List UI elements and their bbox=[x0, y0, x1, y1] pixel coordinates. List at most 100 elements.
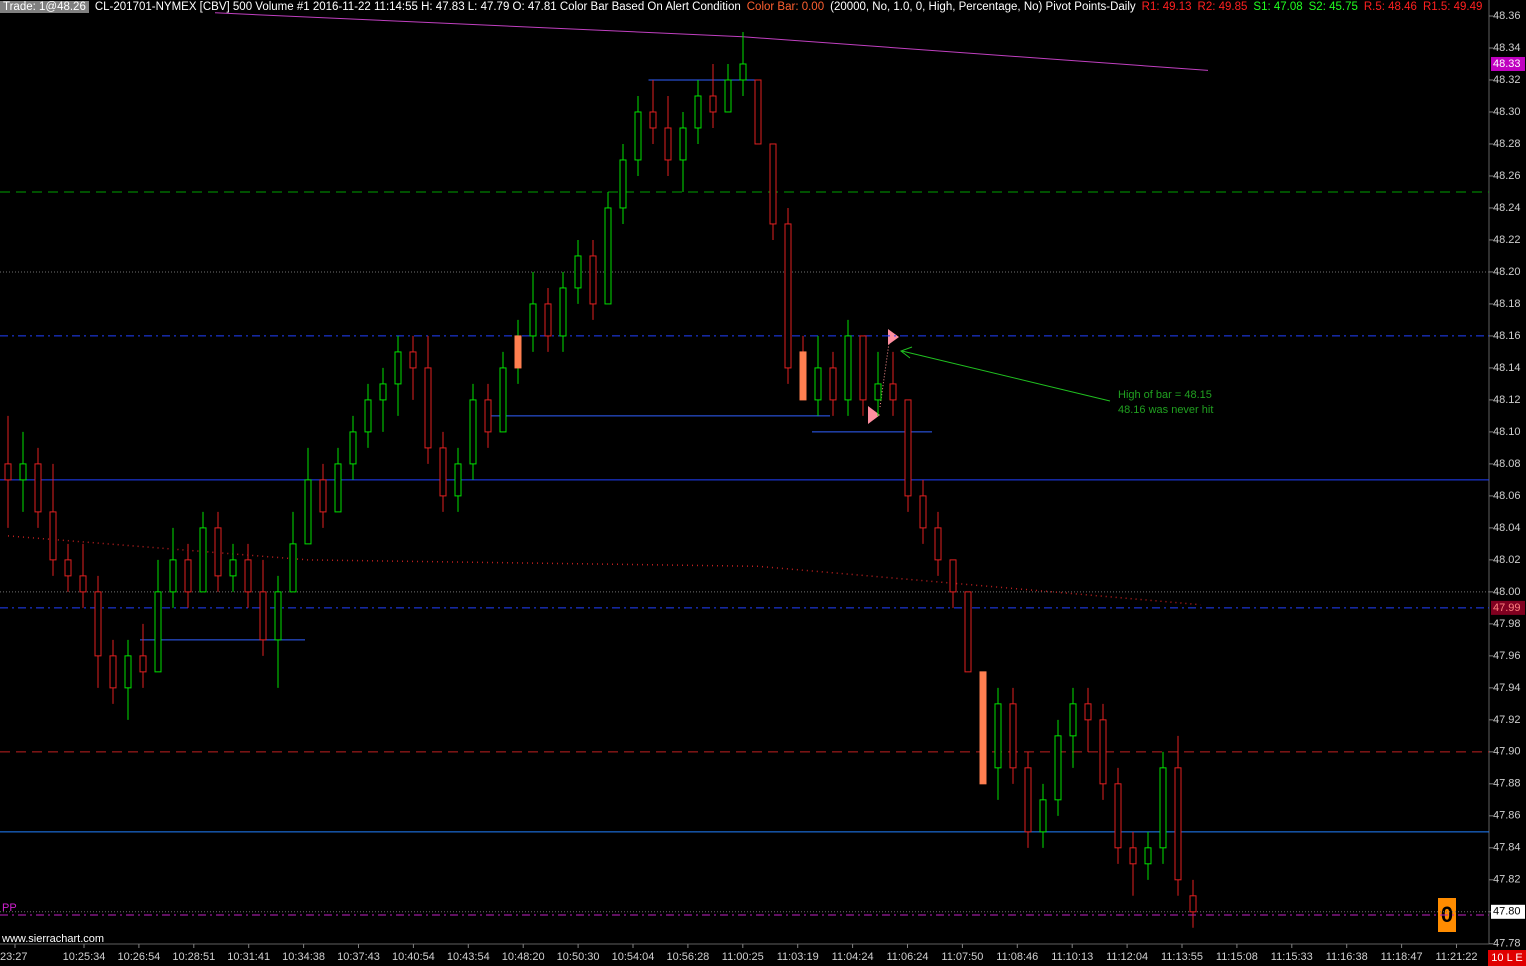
candle-body bbox=[229, 559, 237, 577]
candle-body bbox=[574, 255, 582, 289]
candle-body bbox=[79, 575, 87, 593]
x-tick-label: 10:34:38 bbox=[282, 951, 325, 963]
plot-area bbox=[0, 12, 1489, 928]
candle-body bbox=[514, 335, 522, 369]
candle-body bbox=[934, 527, 942, 561]
y-tick-label: 48.00 bbox=[1493, 586, 1521, 598]
y-tick-label: 47.94 bbox=[1493, 682, 1521, 694]
x-tick-label: 11:16:38 bbox=[1326, 951, 1368, 963]
header-item: S2: 45.75 bbox=[1308, 1, 1358, 13]
y-tick-label: 47.84 bbox=[1493, 842, 1521, 854]
x-tick-label: 11:15:08 bbox=[1216, 951, 1258, 963]
y-tick-label: 48.36 bbox=[1493, 10, 1521, 22]
header-item: Color Bar: 0.00 bbox=[746, 1, 825, 13]
candle-body bbox=[694, 95, 702, 129]
y-tick-label: 48.32 bbox=[1493, 74, 1521, 86]
candle-body bbox=[964, 591, 972, 673]
candle-body bbox=[469, 399, 477, 465]
candle-body bbox=[409, 351, 417, 369]
candle-body bbox=[64, 559, 72, 577]
y-tick-label: 48.22 bbox=[1493, 234, 1521, 246]
candle-body bbox=[274, 591, 282, 641]
candle-body bbox=[544, 303, 552, 337]
y-tick-label: 48.08 bbox=[1493, 458, 1521, 470]
candle-body bbox=[604, 207, 612, 305]
candle-body bbox=[634, 111, 642, 161]
x-tick-label: 11:08:46 bbox=[996, 951, 1038, 963]
candle-body bbox=[679, 127, 687, 161]
x-tick-label: 10:40:54 bbox=[392, 951, 435, 963]
header-item: CL-201701-NYMEX [CBV] 500 Volume #1 2016… bbox=[94, 1, 741, 13]
price-marker bbox=[1491, 56, 1525, 71]
candle-body bbox=[4, 463, 12, 481]
candle-body bbox=[1069, 703, 1077, 737]
candle-body bbox=[214, 527, 222, 577]
y-tick-label: 47.90 bbox=[1493, 746, 1521, 758]
y-tick-label: 47.96 bbox=[1493, 650, 1521, 662]
y-tick-label: 48.24 bbox=[1493, 202, 1521, 214]
candle-body bbox=[904, 399, 912, 497]
candle-body bbox=[394, 351, 402, 385]
candle-body bbox=[739, 63, 747, 81]
x-tick-label: 23:27 bbox=[0, 951, 28, 963]
candle-body bbox=[94, 591, 102, 657]
candle-body bbox=[154, 591, 162, 673]
y-tick-label: 47.92 bbox=[1493, 714, 1521, 726]
header-item: R.5: 48.46 bbox=[1363, 1, 1417, 13]
price-marker-label: 47.80 bbox=[1493, 906, 1521, 918]
header-item: S1: 47.08 bbox=[1253, 1, 1303, 13]
candle-body bbox=[784, 223, 792, 369]
x-tick-label: 11:12:04 bbox=[1106, 951, 1148, 963]
y-tick-label: 48.26 bbox=[1493, 170, 1521, 182]
candle-body bbox=[184, 559, 192, 593]
candle-body bbox=[619, 159, 627, 209]
y-tick-label: 48.16 bbox=[1493, 330, 1521, 342]
watermark: www.sierrachart.com bbox=[1, 933, 104, 945]
candle-body bbox=[439, 447, 447, 497]
candle-body bbox=[1099, 719, 1107, 785]
candle-body bbox=[1174, 767, 1182, 881]
candle-body bbox=[349, 431, 357, 465]
candle-body bbox=[664, 127, 672, 161]
candle-body bbox=[1039, 799, 1047, 833]
header-item: R1.5: 49.49 bbox=[1422, 1, 1483, 13]
y-tick-label: 48.28 bbox=[1493, 138, 1521, 150]
candle-body bbox=[109, 655, 117, 689]
price-marker bbox=[1491, 904, 1525, 919]
candle-body bbox=[1189, 895, 1197, 913]
candle-body bbox=[769, 143, 777, 225]
candle-body bbox=[1054, 735, 1062, 801]
candle-body bbox=[724, 79, 732, 113]
x-tick-label: 11:15:33 bbox=[1271, 951, 1313, 963]
x-tick-label: 11:13:55 bbox=[1161, 951, 1203, 963]
candle-body bbox=[169, 559, 177, 593]
status-box bbox=[1488, 950, 1526, 966]
candle-body bbox=[334, 463, 342, 513]
y-tick-label: 47.78 bbox=[1493, 938, 1521, 950]
y-tick-label: 48.34 bbox=[1493, 42, 1521, 54]
x-tick-label: 11:21:22 bbox=[1435, 951, 1477, 963]
pivot-label: PP bbox=[2, 902, 17, 914]
candle-body bbox=[754, 79, 762, 145]
x-tick-label: 10:48:20 bbox=[502, 951, 545, 963]
candle-body bbox=[859, 335, 867, 401]
candle-body bbox=[979, 671, 987, 785]
x-tick-label: 10:31:41 bbox=[227, 951, 270, 963]
candle-body bbox=[34, 463, 42, 513]
y-tick-label: 48.02 bbox=[1493, 554, 1521, 566]
candle-body bbox=[49, 511, 57, 561]
candle-body bbox=[484, 399, 492, 433]
annotation-arrow bbox=[901, 350, 1111, 402]
x-tick-label: 10:26:54 bbox=[117, 951, 160, 963]
candle-body bbox=[529, 303, 537, 337]
candle-body bbox=[1129, 847, 1137, 865]
x-tick-label: 11:00:25 bbox=[722, 951, 764, 963]
candle-body bbox=[994, 703, 1002, 769]
candle-body bbox=[874, 383, 882, 401]
y-tick-label: 48.18 bbox=[1493, 298, 1521, 310]
candle-body bbox=[1114, 783, 1122, 849]
candle-body bbox=[949, 559, 957, 593]
candle-body bbox=[244, 559, 252, 593]
